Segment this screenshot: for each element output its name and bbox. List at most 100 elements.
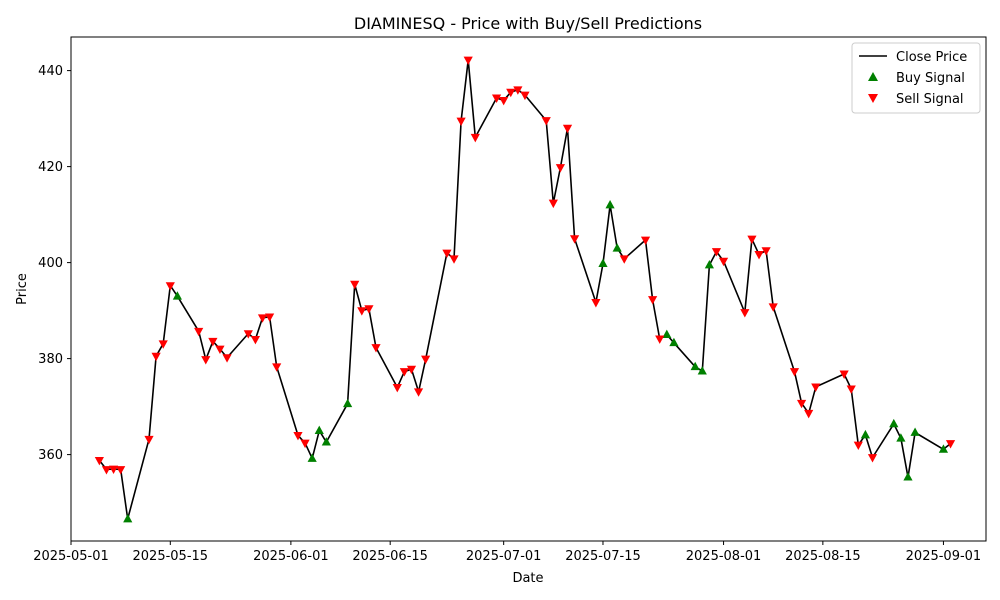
sell-signal-marker — [208, 337, 218, 347]
sell-signal-marker — [506, 88, 516, 98]
y-tick-label: 380 — [38, 352, 63, 367]
sell-signal-marker — [570, 235, 580, 244]
x-tick-label: 2025-06-15 — [352, 549, 428, 564]
chart-title: DIAMINESQ - Price with Buy/Sell Predicti… — [354, 14, 702, 33]
y-tick-label: 440 — [38, 64, 63, 79]
sell-signal-marker — [740, 309, 750, 318]
legend: Close Price Buy Signal Sell Signal — [851, 42, 981, 114]
sell-signal-marker — [853, 441, 863, 450]
sell-signal-marker — [300, 439, 310, 449]
x-tick-label: 2025-05-15 — [133, 549, 209, 564]
sell-signal-marker — [796, 399, 807, 409]
sell-signal-marker — [463, 56, 473, 66]
buy-signal-marker — [896, 433, 906, 442]
sell-signal-marker — [364, 305, 374, 314]
sell-signal-marker — [116, 466, 126, 475]
sell-signal-marker — [442, 249, 452, 258]
buy-signal-marker — [704, 260, 714, 269]
buy-signal-marker — [889, 418, 899, 428]
buy-signal-marker — [669, 337, 679, 347]
x-tick-label: 2025-06-01 — [253, 549, 329, 564]
sell-signal-marker — [640, 236, 651, 246]
sell-signal-marker — [201, 356, 211, 365]
buy-signal-marker — [605, 200, 615, 209]
sell-signal-marker — [257, 314, 268, 323]
plot-area-frame — [70, 36, 987, 542]
sell-signal-marker — [867, 454, 878, 463]
sell-signal-marker — [754, 251, 764, 260]
sell-signal-marker — [619, 255, 629, 264]
sell-signal-marker — [151, 352, 161, 362]
buy-signal-marker — [172, 291, 182, 300]
x-tick-label: 2025-08-01 — [686, 549, 762, 564]
sell-signal-marker — [250, 336, 261, 345]
buy-signal-marker — [307, 453, 317, 462]
y-tick-label: 420 — [38, 160, 63, 175]
sell-signal-marker — [591, 299, 601, 308]
legend-label-sell: Sell Signal — [896, 92, 964, 107]
sell-signal-marker — [350, 280, 360, 290]
buy-signal-marker — [598, 258, 608, 267]
legend-box — [851, 42, 981, 114]
sell-signal-marker — [648, 296, 658, 305]
sell-signal-marker — [804, 409, 814, 419]
sell-signal-marker — [392, 384, 402, 393]
legend-sell-marker — [868, 94, 878, 103]
sell-signal-marker — [272, 363, 282, 372]
y-tick-label: 400 — [38, 256, 63, 271]
sell-signal-marker — [421, 355, 431, 365]
buy-signal-marker — [910, 427, 920, 436]
x-tick-label: 2025-08-15 — [785, 549, 861, 564]
sell-signal-marker — [491, 94, 502, 103]
buy-signal-marker — [612, 243, 622, 252]
sell-signal-marker — [761, 247, 771, 256]
buy-signal-marker — [697, 366, 707, 375]
sell-signal-marker — [541, 117, 551, 126]
x-axis-label: Date — [512, 571, 543, 586]
sell-signal-marker — [499, 96, 509, 106]
buy-signal-marker — [123, 513, 133, 523]
sell-signal-marker — [399, 368, 409, 377]
sell-signal-marker — [655, 335, 665, 344]
buy-signal-marker — [938, 444, 949, 453]
sell-signal-marker — [215, 345, 225, 354]
sell-signal-marker — [839, 370, 849, 379]
legend-label-buy: Buy Signal — [896, 71, 965, 86]
sell-signal-marker — [165, 282, 175, 291]
sell-signal-marker — [158, 340, 168, 349]
x-tick-label: 2025-05-01 — [33, 549, 109, 564]
sell-signal-marker — [846, 385, 856, 394]
sell-signal-marker — [293, 432, 303, 441]
sell-signal-marker — [718, 257, 729, 267]
x-tick-label: 2025-07-01 — [466, 549, 542, 564]
buy-signal-marker — [690, 361, 700, 371]
sell-signal-marker — [94, 456, 104, 466]
buy-signal-marker — [321, 437, 331, 446]
legend-label-close: Close Price — [896, 50, 967, 65]
sell-signal-marker — [811, 383, 821, 392]
x-tick-label: 2025-07-15 — [565, 549, 641, 564]
sell-signal-marker — [747, 235, 757, 245]
sell-signal-marker — [108, 465, 119, 474]
sell-signal-marker — [470, 133, 480, 143]
y-tick-label: 360 — [38, 448, 63, 463]
sell-signal-marker — [406, 365, 417, 375]
sell-signal-marker — [357, 307, 367, 316]
sell-signal-marker — [789, 368, 800, 377]
y-axis-label: Price — [15, 273, 30, 305]
buy-signal-marker — [860, 429, 871, 439]
sell-signal-marker — [371, 344, 381, 353]
buy-signal-marker — [903, 472, 913, 481]
sell-signal-marker — [945, 440, 956, 449]
buy-signal-marker — [314, 425, 324, 434]
sell-signal-marker — [555, 164, 566, 173]
sell-signal-marker — [548, 199, 558, 209]
sell-signal-marker — [520, 91, 530, 101]
sell-signal-marker — [456, 117, 466, 126]
sell-signal-marker — [265, 313, 275, 322]
sell-signal-marker — [449, 255, 459, 264]
sell-signal-marker — [194, 327, 204, 337]
legend-buy-marker — [868, 72, 878, 81]
buy-signal-marker — [343, 398, 353, 408]
